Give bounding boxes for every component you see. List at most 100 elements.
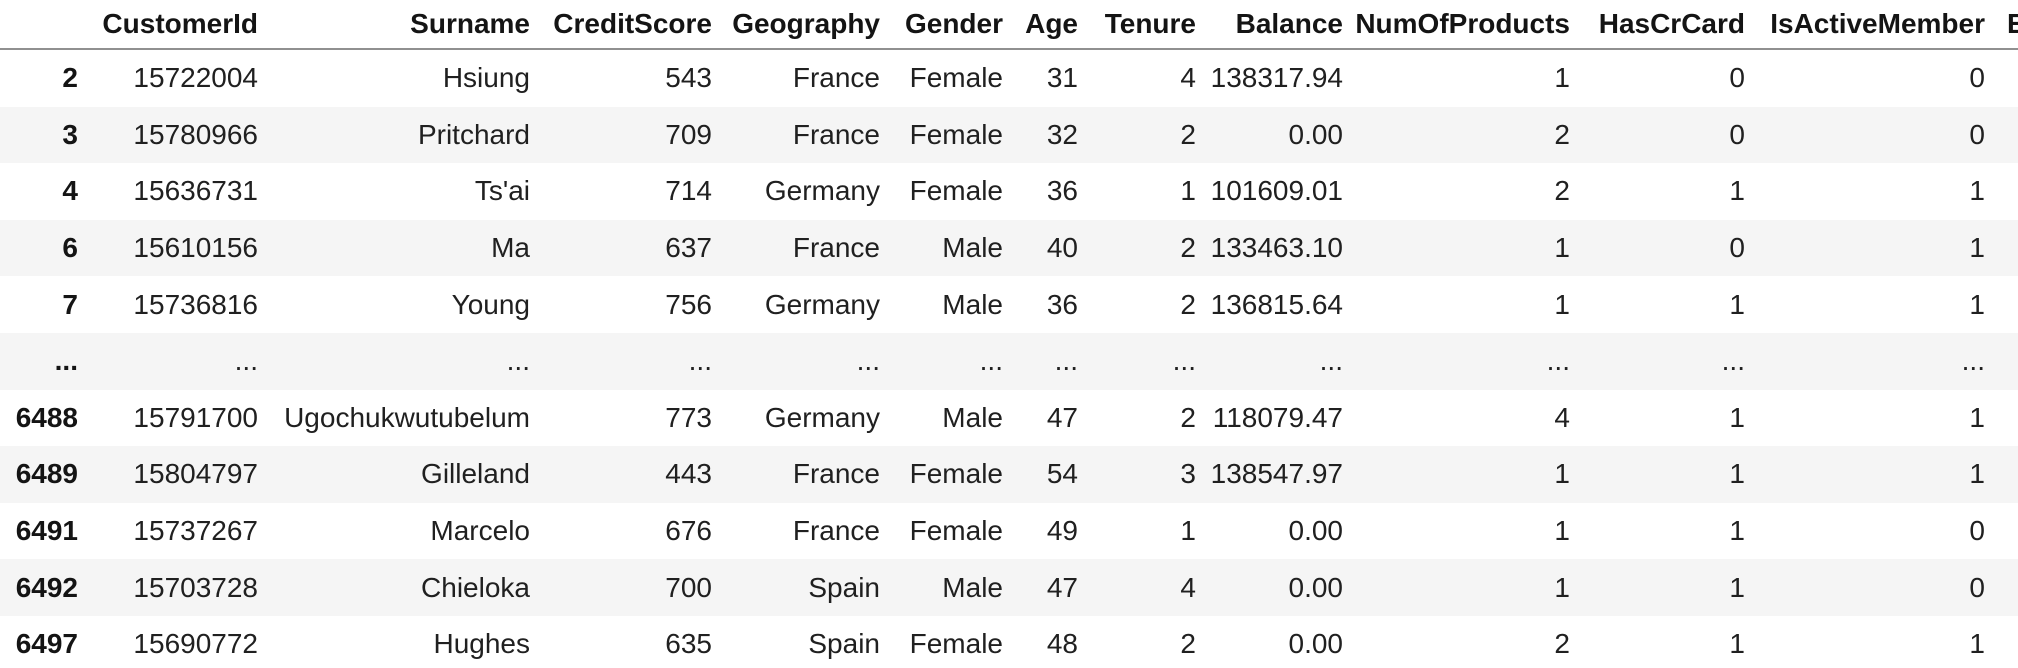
cell-hascrcard: 1 <box>1729 401 1745 433</box>
column-header-balance: Balance <box>1196 0 1343 50</box>
cell-numofproducts: 1 <box>1554 288 1570 320</box>
cell-surname: Ugochukwutubelum <box>284 401 530 433</box>
cell-customerid: 15736816 <box>133 288 258 320</box>
cell-surname: Gilleland <box>421 458 530 490</box>
cell-age: 40 <box>1046 232 1078 264</box>
cell-clipped <box>1985 49 2018 107</box>
cell-isactivemember: 1 <box>1969 232 1985 264</box>
table-row: 6492 15703728 Chieloka 700 Spain Male 47… <box>0 559 2018 616</box>
cell-clipped <box>1985 446 2018 503</box>
row-index: 6488 <box>15 401 78 433</box>
cell-customerid: 15804797 <box>133 458 258 490</box>
cell-geography: ... <box>856 345 880 377</box>
cell-customerid: 15737267 <box>133 515 258 547</box>
cell-creditscore: 756 <box>665 288 712 320</box>
cell-creditscore: 635 <box>665 628 712 660</box>
column-header-customerid: CustomerId <box>78 0 258 50</box>
cell-tenure: 4 <box>1180 62 1196 94</box>
cell-age: 36 <box>1046 175 1078 207</box>
cell-numofproducts: ... <box>1546 345 1570 377</box>
cell-surname: Young <box>451 288 530 320</box>
cell-clipped <box>1985 503 2018 560</box>
column-header-clipped-next: E <box>1985 0 2018 50</box>
table-row: 4 15636731 Ts'ai 714 Germany Female 36 1… <box>0 163 2018 220</box>
column-header-isactivemember: IsActiveMember <box>1745 0 1985 50</box>
table-row: 6488 15791700 Ugochukwutubelum 773 Germa… <box>0 390 2018 447</box>
cell-balance: 118079.47 <box>1212 401 1343 433</box>
cell-clipped <box>1985 390 2018 447</box>
row-index: 6489 <box>15 458 78 490</box>
cell-surname: Marcelo <box>430 515 530 547</box>
table-row: 7 15736816 Young 756 Germany Male 36 2 1… <box>0 276 2018 333</box>
row-index: 6 <box>62 232 78 264</box>
cell-geography: Germany <box>764 401 880 433</box>
cell-clipped <box>1985 333 2018 390</box>
cell-isactivemember: 0 <box>1969 571 1985 603</box>
cell-hascrcard: 1 <box>1729 628 1745 660</box>
row-index: 6491 <box>15 515 78 547</box>
column-header-surname: Surname <box>258 0 530 50</box>
cell-hascrcard: 1 <box>1729 175 1745 207</box>
cell-balance: 0.00 <box>1288 118 1344 150</box>
column-header-hascrcard: HasCrCard <box>1570 0 1745 50</box>
cell-age: 47 <box>1046 571 1078 603</box>
cell-tenure: 2 <box>1180 628 1196 660</box>
cell-numofproducts: 1 <box>1554 571 1570 603</box>
cell-age: 32 <box>1046 118 1078 150</box>
cell-gender: Male <box>942 232 1003 264</box>
cell-hascrcard: 1 <box>1729 571 1745 603</box>
cell-geography: France <box>792 118 880 150</box>
cell-geography: France <box>792 458 880 490</box>
cell-age: ... <box>1054 345 1078 377</box>
cell-gender: Female <box>909 62 1003 94</box>
cell-balance: ... <box>1319 345 1343 377</box>
cell-numofproducts: 2 <box>1554 118 1570 150</box>
table-row: 3 15780966 Pritchard 709 France Female 3… <box>0 106 2018 164</box>
cell-balance: 0.00 <box>1288 628 1344 660</box>
row-index: 3 <box>62 118 78 150</box>
cell-clipped <box>1985 616 2018 668</box>
cell-tenure: 4 <box>1180 571 1196 603</box>
cell-gender: Male <box>942 571 1003 603</box>
cell-numofproducts: 1 <box>1554 515 1570 547</box>
cell-geography: Germany <box>764 175 880 207</box>
cell-customerid: 15703728 <box>133 571 258 603</box>
cell-age: 48 <box>1046 628 1078 660</box>
cell-numofproducts: 2 <box>1554 175 1570 207</box>
table-row: 6497 15690772 Hughes 635 Spain Female 48… <box>0 616 2018 668</box>
row-index: 6492 <box>15 571 78 603</box>
cell-gender: Female <box>909 175 1003 207</box>
cell-numofproducts: 2 <box>1554 628 1570 660</box>
cell-geography: France <box>792 232 880 264</box>
row-index: ... <box>54 345 78 377</box>
table-row-ellipsis: ... ... ... ... ... ... ... ... ... ... … <box>0 332 2018 390</box>
cell-isactivemember: 0 <box>1969 515 1985 547</box>
cell-balance: 138547.97 <box>1210 458 1343 490</box>
cell-creditscore: 543 <box>665 62 712 94</box>
cell-clipped <box>1985 559 2018 616</box>
cell-numofproducts: 1 <box>1554 458 1570 490</box>
cell-gender: ... <box>979 345 1003 377</box>
cell-customerid: 15636731 <box>133 175 258 207</box>
column-header-geography: Geography <box>712 0 880 50</box>
cell-isactivemember: 1 <box>1969 628 1985 660</box>
cell-surname: Ts'ai <box>474 175 530 207</box>
cell-clipped <box>1985 107 2018 164</box>
cell-geography: Spain <box>808 571 880 603</box>
cell-geography: Spain <box>808 628 880 660</box>
cell-gender: Female <box>909 515 1003 547</box>
cell-customerid: 15791700 <box>133 401 258 433</box>
cell-hascrcard: 1 <box>1729 515 1745 547</box>
cell-balance: 133463.10 <box>1210 232 1343 264</box>
cell-surname: Chieloka <box>421 571 530 603</box>
cell-age: 36 <box>1046 288 1078 320</box>
table-body: 2 15722004 Hsiung 543 France Female 31 4… <box>0 49 2018 668</box>
cell-creditscore: 714 <box>665 175 712 207</box>
column-header-gender: Gender <box>880 0 1003 50</box>
cell-age: 31 <box>1046 62 1078 94</box>
cell-geography: France <box>792 515 880 547</box>
cell-tenure: 2 <box>1180 288 1196 320</box>
cell-isactivemember: 1 <box>1969 288 1985 320</box>
